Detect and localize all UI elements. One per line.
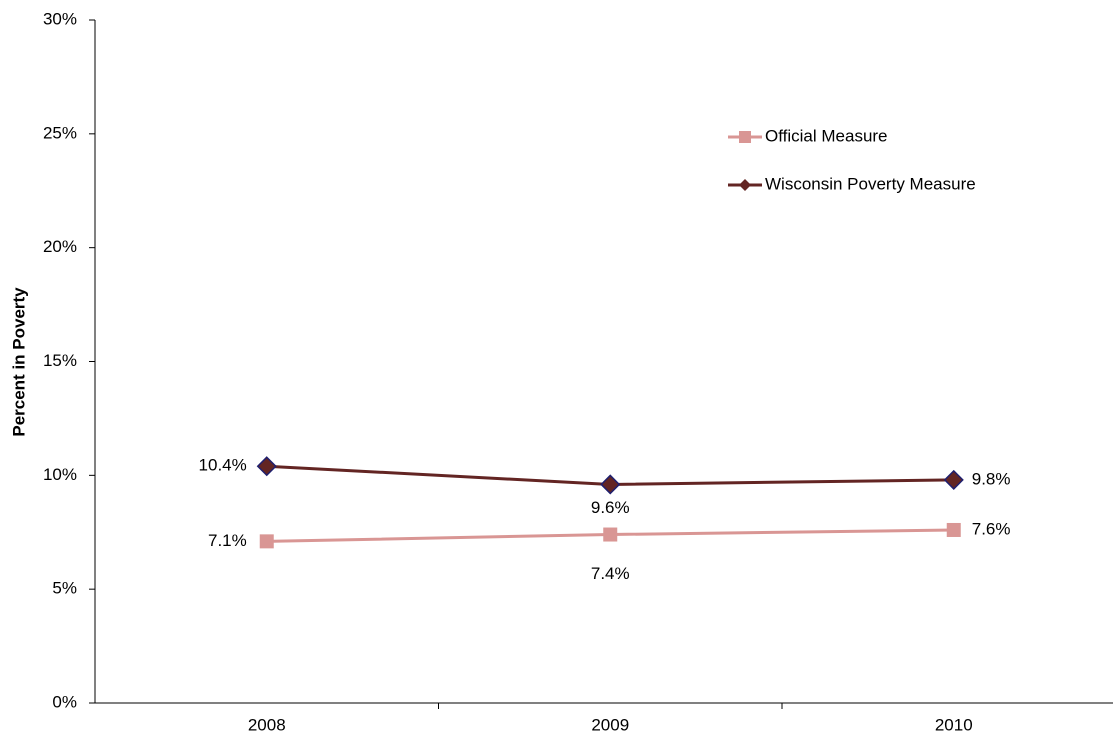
legend-label: Official Measure xyxy=(765,126,888,145)
x-tick-label: 2010 xyxy=(935,715,973,734)
y-axis-title: Percent in Poverty xyxy=(9,287,28,437)
legend-marker xyxy=(739,131,751,143)
data-label: 7.6% xyxy=(972,519,1011,538)
y-tick-label: 20% xyxy=(43,237,77,256)
data-point xyxy=(943,469,964,490)
legend-marker xyxy=(739,179,751,191)
y-tick-label: 0% xyxy=(52,692,77,711)
data-point xyxy=(256,456,277,477)
x-tick-label: 2008 xyxy=(248,715,286,734)
data-point xyxy=(600,474,621,495)
data-label: 10.4% xyxy=(199,456,247,475)
y-tick-label: 5% xyxy=(52,579,77,598)
data-point xyxy=(946,522,961,537)
y-tick-label: 30% xyxy=(43,9,77,28)
x-tick-label: 2009 xyxy=(591,715,629,734)
legend-label: Wisconsin Poverty Measure xyxy=(765,174,976,193)
y-tick-label: 10% xyxy=(43,465,77,484)
data-label: 7.4% xyxy=(591,564,630,583)
y-tick-label: 25% xyxy=(43,123,77,142)
data-label: 7.1% xyxy=(208,531,247,550)
data-label: 9.8% xyxy=(972,469,1011,488)
data-point xyxy=(603,527,618,542)
data-label: 9.6% xyxy=(591,498,630,517)
y-tick-label: 15% xyxy=(43,351,77,370)
data-point xyxy=(259,534,274,549)
